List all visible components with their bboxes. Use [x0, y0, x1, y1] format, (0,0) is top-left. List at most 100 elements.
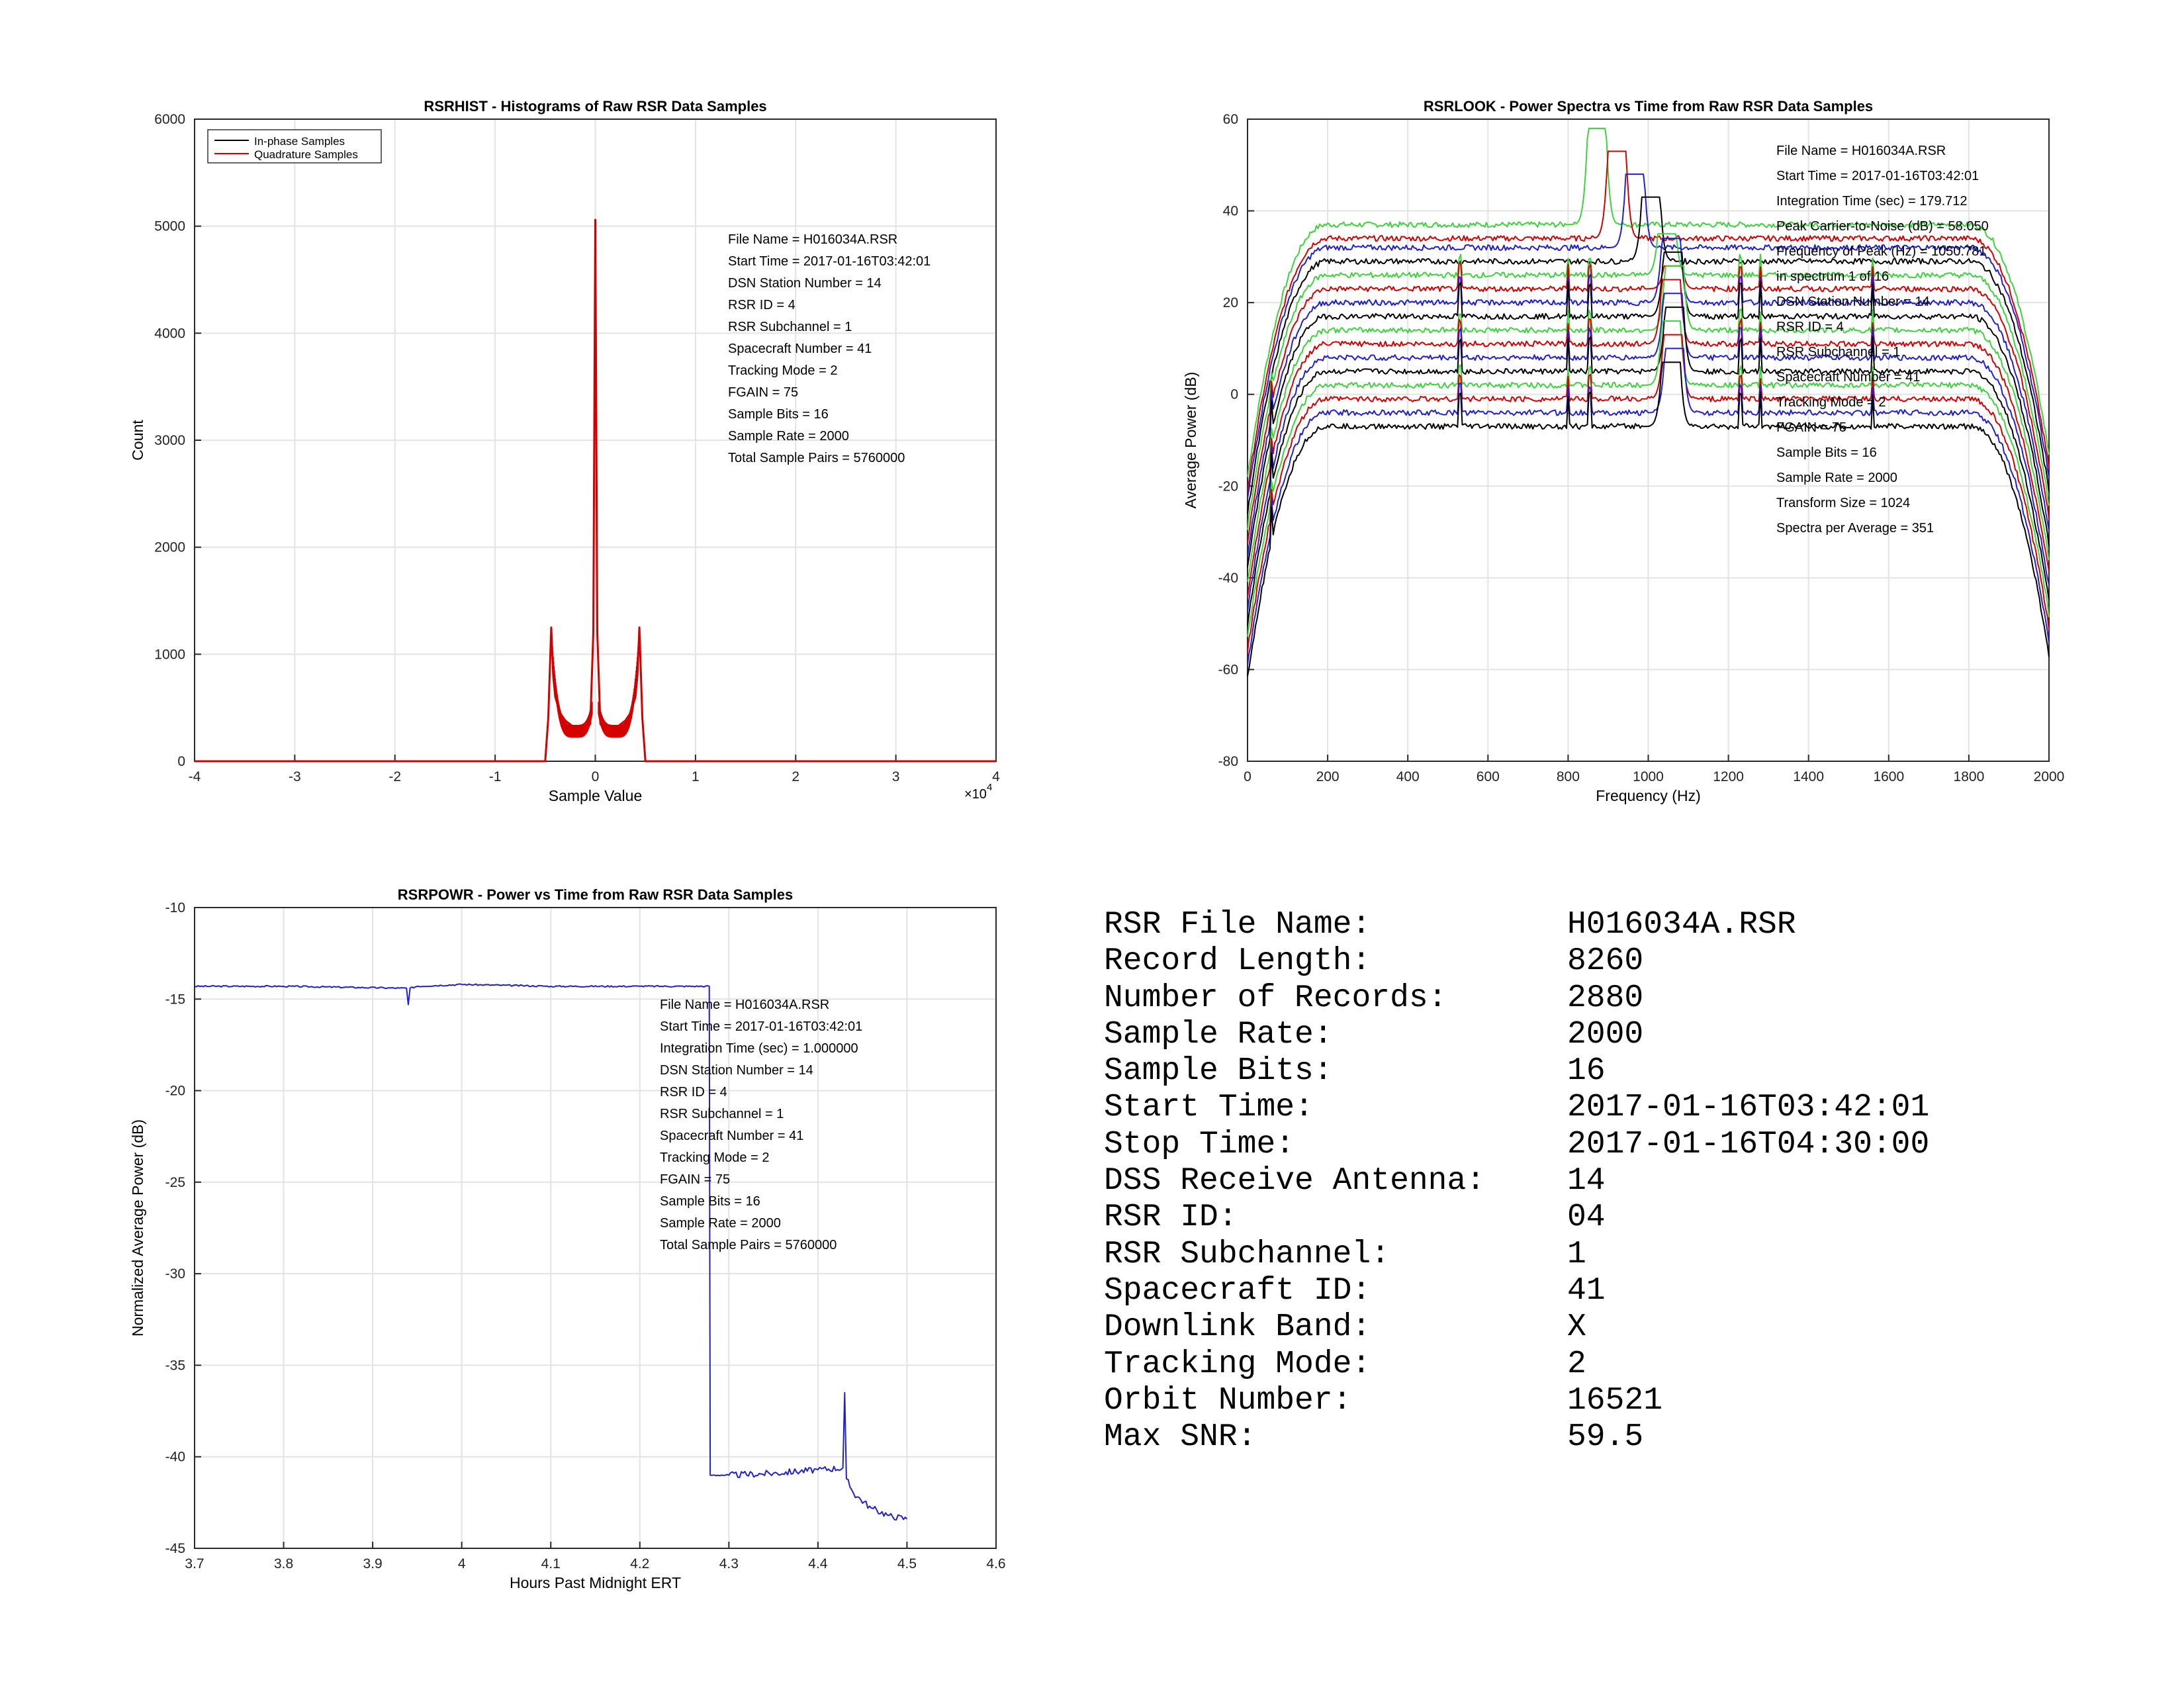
- summary-label: RSR Subchannel:: [1104, 1236, 1390, 1272]
- y-tick-label: -45: [165, 1541, 185, 1556]
- summary-value: H016034A.RSR: [1567, 907, 1796, 943]
- x-tick-label: 4: [458, 1556, 466, 1571]
- legend-entry: In-phase Samples: [254, 135, 345, 148]
- y-tick-label: -10: [165, 900, 185, 915]
- y-axis-label: Count: [129, 420, 146, 461]
- y-tick-label: 5000: [154, 219, 185, 234]
- y-tick-label: 0: [1230, 387, 1238, 402]
- annotation-line: Sample Rate = 2000: [728, 429, 849, 444]
- y-tick-label: 4000: [154, 326, 185, 341]
- x-tick-label: 3.9: [363, 1556, 383, 1571]
- summary-label: Max SNR:: [1104, 1419, 1257, 1456]
- spectrum-line: [1247, 348, 2050, 666]
- spectrum-line: [1247, 265, 2050, 583]
- summary-row: Sample Rate: 2000: [1104, 1017, 1929, 1053]
- annotation-line: RSR Subchannel = 1: [660, 1107, 784, 1121]
- y-tick-label: -20: [165, 1084, 185, 1099]
- summary-label: Tracking Mode:: [1104, 1346, 1371, 1382]
- summary-value: 2: [1567, 1346, 1586, 1382]
- x-tick-label: 1200: [1713, 769, 1744, 784]
- summary-label: RSR File Name:: [1104, 907, 1371, 943]
- annotation-line: Tracking Mode = 2: [660, 1150, 769, 1165]
- annotation-line: Integration Time (sec) = 1.000000: [660, 1041, 858, 1056]
- annotation-line: File Name = H016034A.RSR: [1776, 144, 1946, 158]
- x-tick-label: 800: [1557, 769, 1580, 784]
- summary-label: Start Time:: [1104, 1090, 1314, 1126]
- y-tick-label: -40: [1218, 571, 1238, 586]
- spectrum-line: [1247, 361, 2050, 677]
- annotation-line: Tracking Mode = 2: [728, 363, 837, 378]
- x-tick-label: 600: [1477, 769, 1500, 784]
- rsr-summary-table: RSR File Name: H016034A.RSR Record Length:…: [1104, 907, 1929, 1456]
- summary-row: Max SNR: 59.5: [1104, 1419, 1929, 1456]
- annotation-line: Total Sample Pairs = 5760000: [728, 451, 905, 465]
- summary-value: 8260: [1567, 943, 1644, 980]
- summary-row: Downlink Band: X: [1104, 1309, 1929, 1346]
- annotation-line: RSR Subchannel = 1: [1776, 345, 1900, 359]
- y-tick-label: -80: [1218, 754, 1238, 769]
- annotation-line: Integration Time (sec) = 179.712: [1776, 194, 1968, 209]
- y-tick-label: 40: [1223, 204, 1238, 219]
- y-tick-label: 0: [177, 754, 185, 769]
- summary-value: 04: [1567, 1199, 1606, 1236]
- x-tick-label: 3: [892, 769, 900, 784]
- summary-row: Number of Records: 2880: [1104, 980, 1929, 1017]
- x-tick-label: -1: [489, 769, 502, 784]
- annotation-line: Sample Bits = 16: [1776, 445, 1877, 460]
- annotation-line: Spacecraft Number = 41: [728, 342, 872, 356]
- x-tick-label: -2: [388, 769, 401, 784]
- summary-value: 14: [1567, 1163, 1606, 1199]
- y-axis-label: Average Power (dB): [1182, 372, 1199, 509]
- x-tick-label: 1000: [1633, 769, 1664, 784]
- y-tick-label: -60: [1218, 662, 1238, 677]
- chart-title: RSRPOWR - Power vs Time from Raw RSR Dat…: [398, 886, 793, 903]
- summary-label: Record Length:: [1104, 943, 1371, 980]
- summary-value: 1: [1567, 1236, 1586, 1272]
- annotation-line: FGAIN = 75: [728, 385, 798, 400]
- power-line: [194, 983, 908, 1521]
- summary-value: 59.5: [1567, 1419, 1644, 1456]
- spectrum-line: [1247, 238, 2050, 557]
- x-tick-label: 200: [1316, 769, 1340, 784]
- summary-label: Sample Rate:: [1104, 1016, 1333, 1053]
- annotation-line: Peak Carrier-to-Noise (dB) = 58.050: [1776, 219, 1989, 234]
- spectrum-line: [1247, 306, 2050, 626]
- summary-value: 16: [1567, 1053, 1606, 1090]
- annotation-line: Start Time = 2017-01-16T03:42:01: [728, 254, 931, 269]
- plot-frame: [194, 907, 997, 1549]
- annotation-line: File Name = H016034A.RSR: [728, 232, 897, 247]
- summary-value: 2000: [1567, 1016, 1644, 1053]
- y-tick-label: 60: [1223, 112, 1238, 127]
- spectrum-line: [1247, 320, 2050, 637]
- x-tick-label: 400: [1396, 769, 1420, 784]
- x-tick-label: 0: [592, 769, 600, 784]
- summary-row: RSR Subchannel: 1: [1104, 1237, 1929, 1273]
- x-tick-label: 4.4: [808, 1556, 828, 1571]
- y-tick-label: 3000: [154, 433, 185, 448]
- summary-label: Orbit Number:: [1104, 1382, 1352, 1419]
- x-tick-label: 3.8: [274, 1556, 293, 1571]
- x-tick-label: -4: [189, 769, 201, 784]
- chart-rsrlook: 0 200 400 600 800 1000 1200 1400 1600 1800 2000-80…: [1182, 98, 2064, 804]
- summary-row: RSR ID: 04: [1104, 1199, 1929, 1236]
- x-tick-label: 4: [992, 769, 1000, 784]
- summary-row: Start Time: 2017-01-16T03:42:01: [1104, 1090, 1929, 1126]
- y-tick-label: 1000: [154, 647, 185, 662]
- y-tick-label: 2000: [154, 540, 185, 555]
- annotation-line: File Name = H016034A.RSR: [660, 998, 829, 1012]
- summary-row: RSR File Name: H016034A.RSR: [1104, 907, 1929, 943]
- annotation-line: DSN Station Number = 14: [660, 1063, 813, 1078]
- summary-value: X: [1567, 1309, 1586, 1346]
- annotation-line: Spectra per Average = 351: [1776, 521, 1934, 536]
- summary-row: Record Length: 8260: [1104, 943, 1929, 980]
- x-tick-label: 3.7: [185, 1556, 204, 1571]
- spectrum-line: [1247, 173, 2050, 499]
- spectrum-line: [1247, 293, 2050, 612]
- annotation-line: FGAIN = 75: [1776, 420, 1846, 435]
- spectrum-line: [1247, 196, 2050, 514]
- chart-rsrhist: -4 -3 -2 -1 0 1 2 3 4 0 1000 2000 3000 4000 5000 6000 RS…: [129, 98, 1000, 804]
- spectrum-line: [1247, 334, 2050, 653]
- x-tick-label: 1800: [1954, 769, 1985, 784]
- summary-value: 16521: [1567, 1382, 1663, 1419]
